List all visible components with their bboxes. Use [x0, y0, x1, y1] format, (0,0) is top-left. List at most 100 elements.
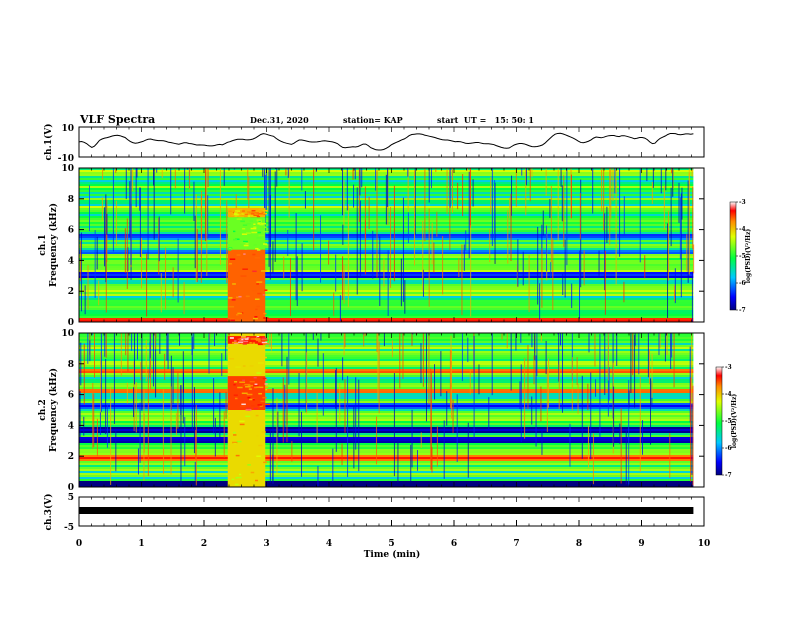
spectrogram-row: [79, 276, 693, 278]
spectrogram-burst-speck: [264, 404, 270, 406]
spectrogram-row: [79, 264, 693, 266]
spectrogram-streak: [521, 168, 522, 176]
spectrogram-streak: [667, 333, 668, 355]
spectrogram-streak: [524, 358, 525, 439]
spectrogram-streak: [101, 333, 102, 412]
spectrogram-burst-speck: [254, 316, 257, 318]
spectrogram-streak: [541, 430, 542, 455]
spectrogram-burst-speck: [230, 337, 234, 339]
spectrogram-streak: [353, 407, 354, 469]
spectrogram-streak: [552, 238, 553, 310]
header-date: Dec.31, 2020: [250, 115, 309, 125]
spectrogram-streak: [529, 255, 530, 312]
spectrogram-burst: [228, 250, 266, 322]
ch1-waveform-line: [79, 133, 693, 150]
spectrogram-streak: [442, 236, 443, 294]
spectrogram-streak: [342, 168, 343, 215]
spectrogram-streak: [421, 432, 422, 448]
spectrogram-streak: [605, 251, 606, 315]
spectrogram-streak: [162, 168, 163, 178]
spectrogram-streak: [394, 186, 395, 282]
ch3-ytick-bottom: -5: [64, 523, 74, 533]
spectrogram-burst-speck: [256, 372, 261, 374]
spectrogram-burst-speck: [241, 404, 245, 406]
spectrogram-streak: [686, 234, 687, 271]
spectrogram-streak: [290, 258, 291, 316]
spectrogram-row: [79, 274, 693, 276]
spectrogram-streak: [640, 377, 641, 472]
time-tick-label: 6: [451, 539, 457, 549]
spectrogram-streak: [426, 333, 427, 421]
spectrogram-streak: [681, 188, 682, 220]
spectrogram-burst-speck: [239, 382, 245, 384]
spectrogram-streak: [87, 333, 88, 364]
spectrogram-streak: [431, 168, 432, 188]
spectrogram-streak: [372, 231, 373, 279]
spectrogram-row: [79, 306, 693, 308]
spectrogram-burst-speck: [263, 214, 265, 216]
spectrogram-burst-speck: [257, 249, 260, 251]
spectrogram-streak: [194, 387, 195, 453]
spectrogram-streak: [131, 333, 132, 351]
spectrogram-streak: [388, 250, 389, 316]
spectrogram-streak: [215, 418, 216, 457]
spectrogram-row: [79, 335, 693, 337]
spectrogram-streak: [446, 391, 447, 425]
spectrogram-burst-speck: [235, 210, 240, 212]
spectrogram-streak: [272, 388, 273, 484]
spectrogram-streak: [344, 333, 345, 355]
spectrogram-burst-speck: [230, 320, 235, 322]
spectrogram-streak: [450, 168, 451, 208]
spectrogram-streak: [133, 387, 134, 417]
spectrogram-streak: [137, 333, 138, 359]
spectrogram-streak: [430, 368, 431, 470]
spectrogram-streak: [170, 168, 171, 214]
ch2-spectrogram-image: [79, 333, 693, 487]
spectrogram-streak: [536, 333, 537, 376]
spectrogram-burst-speck: [257, 404, 261, 406]
freq-tick-label: 4: [68, 421, 74, 431]
spectrogram-streak: [465, 230, 466, 250]
spectrogram-streak: [164, 354, 165, 380]
spectrogram-streak: [550, 262, 551, 278]
spectrogram-row: [79, 300, 693, 302]
spectrogram-streak: [610, 168, 611, 218]
spectrogram-streak: [649, 349, 650, 384]
spectrogram-streak: [106, 214, 107, 235]
spectrogram-burst-speck: [228, 297, 232, 299]
spectrogram-burst-speck: [257, 223, 260, 225]
spectrogram-streak: [93, 394, 94, 447]
spectrogram-streak: [168, 333, 169, 369]
spectrogram-row: [79, 248, 693, 250]
spectrogram-burst-speck: [242, 380, 245, 382]
spectrogram-streak: [288, 333, 289, 385]
spectrogram-streak: [140, 362, 141, 380]
spectrogram-burst-speck: [242, 228, 245, 230]
spectrogram-streak: [549, 199, 550, 218]
spectrogram-row: [79, 337, 693, 339]
spectrogram-streak: [634, 335, 635, 408]
spectrogram-streak: [225, 333, 226, 360]
spectrogram-burst-speck: [250, 365, 254, 367]
spectrogram-streak: [578, 384, 579, 414]
ch3-ylabel: ch.3(V): [43, 494, 54, 531]
time-tick-label: 2: [201, 539, 207, 549]
spectrogram-burst-speck: [263, 462, 267, 464]
spectrogram-streak: [313, 168, 314, 251]
spectrogram-burst-speck: [237, 209, 242, 211]
spectrogram-streak: [468, 423, 469, 478]
spectrogram-streak: [146, 253, 147, 316]
spectrogram-streak: [453, 400, 454, 433]
spectrogram-burst-speck: [255, 384, 258, 386]
spectrogram-row: [79, 310, 693, 312]
spectrogram-streak: [470, 370, 471, 395]
spectrogram-streak: [102, 197, 103, 220]
freq-tick-label: 0: [68, 483, 74, 493]
spectrogram-burst-speck: [253, 318, 258, 320]
spectrogram-streak: [184, 168, 185, 214]
spectrogram-row: [79, 236, 693, 238]
spectrogram-streak: [335, 254, 336, 291]
spectrogram-streak: [692, 187, 693, 250]
spectrogram-streak: [689, 173, 690, 275]
